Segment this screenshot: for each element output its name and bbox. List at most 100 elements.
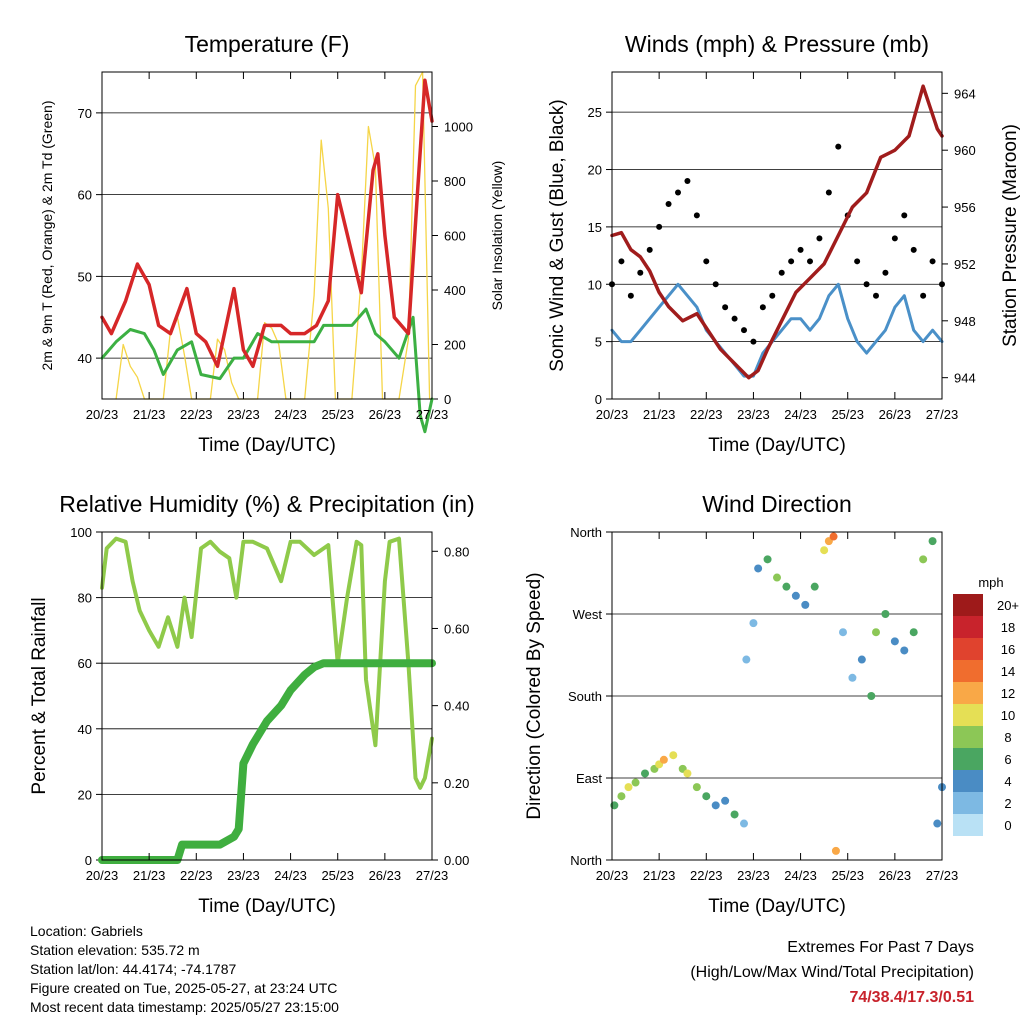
temp-xtick-label: 20/23 [86,407,119,422]
gust-point [863,281,870,288]
direction-point [773,573,781,582]
gust-point [835,143,842,150]
direction-point [857,655,866,664]
latlon-text: Station lat/lon: 44.4174; -74.1787 [30,961,237,977]
temp-xtick-label: 24/23 [274,407,307,422]
wind-y2tick-label: 948 [954,314,976,329]
sonic-wind-line [610,282,944,378]
dir-xtick-label: 26/23 [879,868,912,883]
legend-label: 16 [1001,642,1015,657]
dir-ytick-label: North [570,853,602,868]
rh-xtick-label: 25/23 [321,868,354,883]
direction-point [740,819,748,828]
temp-ytick-label: 70 [78,106,92,121]
rh-ytick-label: 80 [78,591,92,606]
elevation-text: Station elevation: 535.72 m [30,942,200,958]
recent-text: Most recent data timestamp: 2025/05/27 2… [30,999,339,1015]
rh-y2tick-label: 0.40 [444,699,469,714]
temp-xtick-label: 27/23 [416,407,449,422]
temp-xlabel: Time (Day/UTC) [198,435,336,456]
rh-xtick-label: 21/23 [133,868,166,883]
wind-frame [611,71,943,400]
gust-point [656,223,663,230]
legend-swatch [953,792,983,814]
gust-point [637,269,644,276]
dir-ytick-label: North [570,525,602,540]
direction-point [624,783,633,792]
wind-ytick-label: 5 [595,335,602,350]
wind-xtick-label: 24/23 [784,407,817,422]
dir-frame [611,531,943,861]
dir-xtick-label: 23/23 [737,868,770,883]
direction-point [711,801,720,810]
direction-point [933,819,942,828]
temp-ytick-label: 40 [78,351,92,366]
legend-swatch [953,594,983,616]
extremes-subtitle: (High/Low/Max Wind/Total Precipitation) [690,964,974,981]
dir-xlabel: Time (Day/UTC) [708,896,846,917]
gust-point [778,269,785,276]
gust-point [873,292,879,299]
gust-point [741,327,747,334]
direction-point [659,755,668,764]
rh-xtick-label: 24/23 [274,868,307,883]
gust-point [929,258,936,265]
gust-point [901,212,908,219]
direction-point [820,546,829,555]
gust-point [722,304,729,311]
legend-swatch [953,726,983,748]
direction-point [881,610,890,618]
wind-y2tick-label: 952 [954,257,976,272]
rh-ytick-label: 60 [78,656,92,671]
dir-ytick-label: West [573,607,603,622]
direction-point [721,796,730,805]
wind-ytick-label: 20 [588,163,602,178]
rh-ytick-label: 0 [85,853,92,868]
temp-y2tick-label: 800 [444,174,466,189]
gust-point [825,189,832,196]
direction-point [900,646,909,655]
wind-title: Winds (mph) & Pressure (mb) [625,31,929,57]
gust-point [731,315,738,322]
precipitation-line [98,659,436,864]
direction-point [791,591,800,600]
wind-y2label: Station Pressure (Maroon) [1000,124,1021,347]
gust-point [807,258,813,265]
wind-ytick-label: 15 [588,220,602,235]
temp-title: Temperature (F) [185,31,350,57]
humidity-line [100,536,434,790]
wind-ytick-label: 10 [588,277,602,292]
temp-y2label: Solar Insolation (Yellow) [489,161,505,311]
direction-point [742,655,751,664]
wind-xlabel: Time (Day/UTC) [708,435,846,456]
created-text: Figure created on Tue, 2025-05-27, at 23… [30,980,338,996]
direction-point [692,783,701,792]
wind-y2tick-label: 944 [954,371,976,386]
gust-point [854,258,861,265]
gust-point [712,281,719,288]
gust-point [684,178,691,184]
temp-y2tick-label: 400 [444,283,466,298]
temp-xtick-label: 22/23 [180,407,213,422]
gust-point [703,258,710,265]
rh-xtick-label: 27/23 [416,868,449,883]
gust-point [665,200,672,207]
legend-label: 4 [1004,774,1011,789]
direction-point [839,628,847,637]
location-text: Location: Gabriels [30,923,143,939]
legend-swatch [953,682,983,704]
direction-point [782,582,791,591]
direction-point [749,619,758,628]
gust-point [920,292,927,299]
direction-point [641,769,649,778]
legend-title: mph [978,575,1003,590]
gust-point [910,246,917,253]
gust-point [882,269,889,276]
legend-label: 2 [1004,796,1011,811]
legend-label: 6 [1004,752,1011,767]
rh-xtick-label: 20/23 [86,868,119,883]
wind-y2tick-label: 956 [954,200,976,215]
gust-point [891,235,898,242]
direction-point [801,600,810,609]
